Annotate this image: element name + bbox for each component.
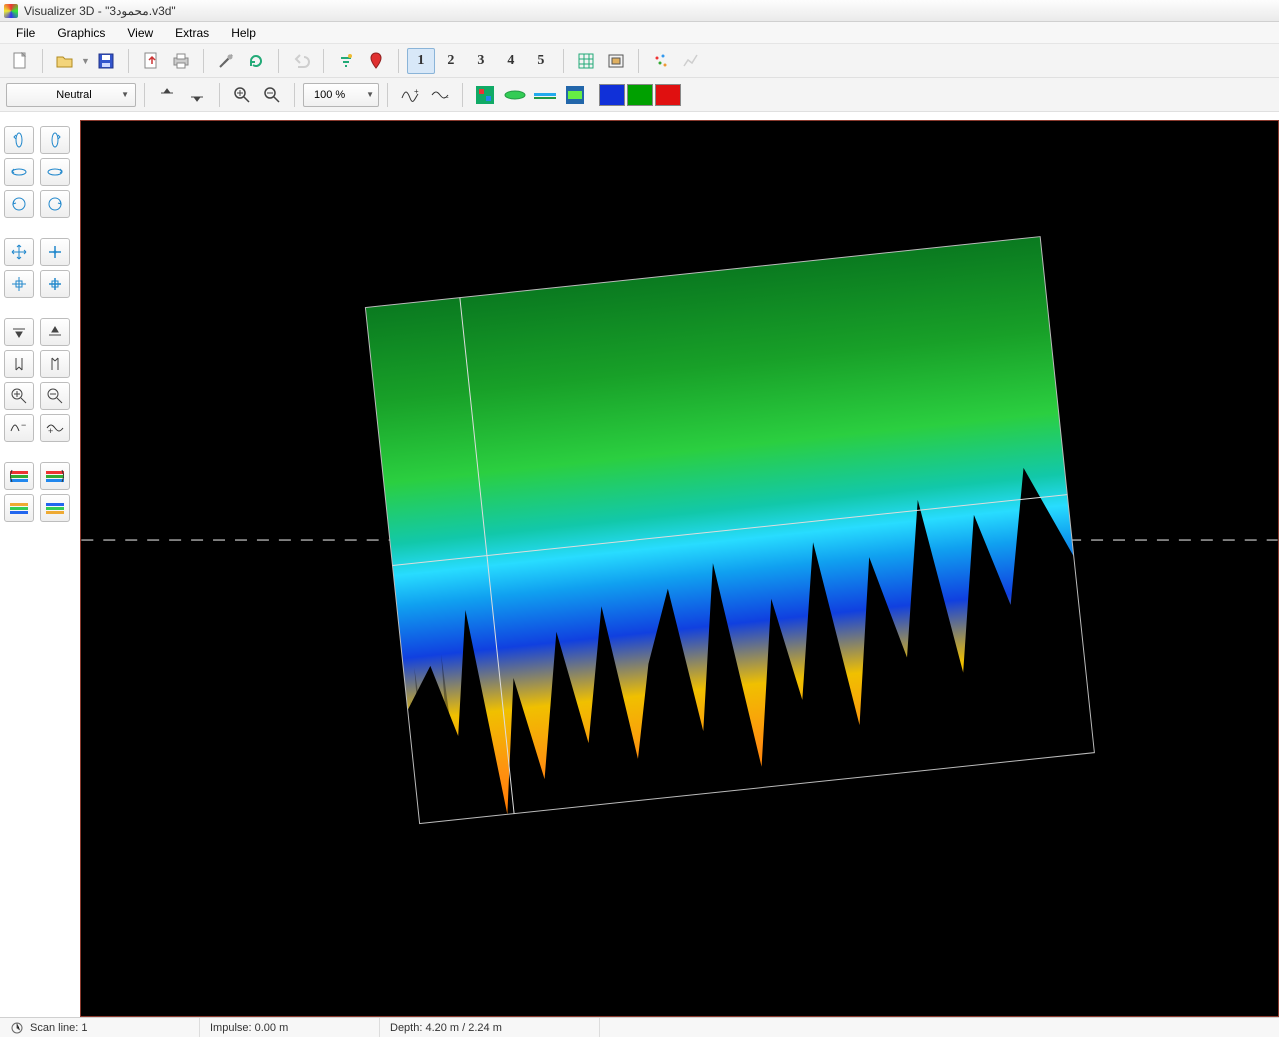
export-button[interactable]: [137, 48, 165, 74]
chart-button[interactable]: [677, 48, 705, 74]
zoom-dropdown[interactable]: 100 % ▼: [303, 83, 379, 107]
texture-3-button[interactable]: [531, 82, 559, 108]
svg-text:−: −: [444, 93, 449, 102]
undo-button[interactable]: [287, 48, 315, 74]
grid-frame-button[interactable]: [602, 48, 630, 74]
toolbar-secondary: Neutral ▼ 100 % ▼ + −: [0, 78, 1279, 112]
save-button[interactable]: [92, 48, 120, 74]
level-down-button[interactable]: [183, 82, 211, 108]
refresh-button[interactable]: [242, 48, 270, 74]
open-button[interactable]: [51, 48, 79, 74]
zoom-in-button[interactable]: [228, 82, 256, 108]
dropdown-arrow-icon: ▼: [121, 90, 129, 99]
texture-4-button[interactable]: [561, 82, 589, 108]
viewport-3d[interactable]: [80, 120, 1279, 1017]
move-button[interactable]: [40, 238, 70, 266]
open-dropdown-icon[interactable]: ▼: [81, 56, 90, 66]
zoom-out-button[interactable]: [258, 82, 286, 108]
rotate-y-ccw-button[interactable]: [4, 126, 34, 154]
status-scan-line: Scan line: 1: [30, 1022, 87, 1034]
titlebar: Visualizer 3D - "3محمود.v3d": [0, 0, 1279, 22]
menu-view[interactable]: View: [117, 24, 163, 42]
scan-visualization: [81, 121, 1278, 1016]
scan-icon: [10, 1021, 24, 1035]
height-up-button[interactable]: [40, 350, 70, 378]
svg-text:−: −: [21, 421, 26, 430]
status-bar: Scan line: 1 Impulse: 0.00 m Depth: 4.20…: [0, 1017, 1279, 1037]
marker-button[interactable]: [362, 48, 390, 74]
interpolation-label: Neutral: [56, 89, 91, 101]
scale-up-button[interactable]: [40, 318, 70, 346]
palette-up-button[interactable]: [4, 494, 34, 522]
view-4-button[interactable]: 4: [497, 48, 525, 74]
app-icon: [4, 4, 18, 18]
view-3-button[interactable]: 3: [467, 48, 495, 74]
view-5-button[interactable]: 5: [527, 48, 555, 74]
menu-graphics[interactable]: Graphics: [47, 24, 115, 42]
rotate-z-ccw-button[interactable]: [4, 190, 34, 218]
palette-prev-button[interactable]: [4, 462, 34, 490]
pan-locked-button[interactable]: [4, 270, 34, 298]
zoom-label: 100 %: [314, 89, 345, 101]
texture-2-button[interactable]: [501, 82, 529, 108]
menu-file[interactable]: File: [6, 24, 45, 42]
texture-1-button[interactable]: [471, 82, 499, 108]
rotate-z-cw-button[interactable]: [40, 190, 70, 218]
status-impulse: Impulse: 0.00 m: [210, 1022, 288, 1034]
svg-text:+: +: [48, 426, 53, 435]
dropdown-arrow-icon: ▼: [366, 90, 374, 99]
interpolation-dropdown[interactable]: Neutral ▼: [6, 83, 136, 107]
scale-down-button[interactable]: [4, 318, 34, 346]
window-title: Visualizer 3D - "3محمود.v3d": [24, 4, 176, 18]
palette-down-button[interactable]: [40, 494, 70, 522]
palette-next-button[interactable]: [40, 462, 70, 490]
rotate-x-ccw-button[interactable]: [4, 158, 34, 186]
menu-extras[interactable]: Extras: [165, 24, 219, 42]
grid-green-button[interactable]: [572, 48, 600, 74]
filter-green-button[interactable]: [332, 48, 360, 74]
wave-dec-button[interactable]: +: [40, 414, 70, 442]
zoom-in-side-button[interactable]: [4, 382, 34, 410]
rotate-y-cw-button[interactable]: [40, 126, 70, 154]
wave-down-button[interactable]: −: [426, 82, 454, 108]
side-toolbar: − +: [2, 124, 74, 524]
wave-inc-button[interactable]: −: [4, 414, 34, 442]
tools-button[interactable]: [212, 48, 240, 74]
pan-button[interactable]: [4, 238, 34, 266]
svg-text:+: +: [414, 88, 419, 96]
color-swatch-green[interactable]: [627, 84, 653, 106]
scatter-button[interactable]: [647, 48, 675, 74]
toolbar-main: ▼ 1 2 3 4 5: [0, 44, 1279, 78]
print-button[interactable]: [167, 48, 195, 74]
menu-help[interactable]: Help: [221, 24, 266, 42]
menubar: File Graphics View Extras Help: [0, 22, 1279, 44]
rotate-x-cw-button[interactable]: [40, 158, 70, 186]
level-up-button[interactable]: [153, 82, 181, 108]
color-swatch-blue[interactable]: [599, 84, 625, 106]
view-1-button[interactable]: 1: [407, 48, 435, 74]
view-2-button[interactable]: 2: [437, 48, 465, 74]
wave-up-button[interactable]: +: [396, 82, 424, 108]
color-swatch-red[interactable]: [655, 84, 681, 106]
zoom-out-side-button[interactable]: [40, 382, 70, 410]
new-file-button[interactable]: [6, 48, 34, 74]
height-down-button[interactable]: [4, 350, 34, 378]
status-depth: Depth: 4.20 m / 2.24 m: [390, 1022, 502, 1034]
move-locked-button[interactable]: [40, 270, 70, 298]
